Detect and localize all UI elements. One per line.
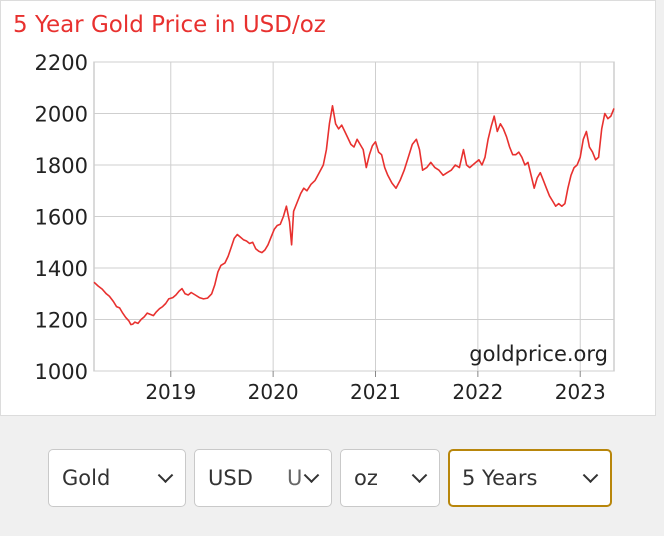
x-tick-label: 2021 [350,380,401,404]
y-tick-label: 1000 [35,360,88,384]
chevron-down-icon [582,467,599,484]
x-tick-label: 2022 [452,380,503,404]
range-select-value: 5 Years [462,466,538,490]
y-tick-label: 1800 [35,154,88,178]
price-chart: 1000 1200 1400 1600 1800 2000 2200 2019 2020 2021… [35,51,615,404]
chevron-down-icon [303,467,320,484]
range-select[interactable]: 5 Years [448,449,612,507]
unit-select-value: oz [354,466,378,490]
price-series-line [93,105,615,326]
y-tick-label: 2200 [35,51,88,75]
chevron-down-icon [157,467,174,484]
chart-card: 5 Year Gold Price in USD/oz 1000 1200 1400… [0,0,656,416]
currency-select-overflow: U [287,466,303,490]
currency-select-value: USD [208,466,253,490]
y-tick-label: 1600 [35,206,88,230]
metal-select[interactable]: Gold [48,449,186,507]
x-tick-label: 2019 [145,380,196,404]
chart-watermark: goldprice.org [469,342,608,366]
x-tick-label: 2020 [248,380,299,404]
y-tick-label: 2000 [35,103,88,127]
y-tick-label: 1400 [35,257,88,281]
currency-select[interactable]: USD U [194,449,332,507]
unit-select[interactable]: oz [340,449,440,507]
metal-select-value: Gold [62,466,111,490]
x-tick-label: 2023 [555,380,606,404]
y-tick-label: 1200 [35,309,88,333]
chevron-down-icon [411,467,428,484]
chart-title: 5 Year Gold Price in USD/oz [13,12,326,38]
